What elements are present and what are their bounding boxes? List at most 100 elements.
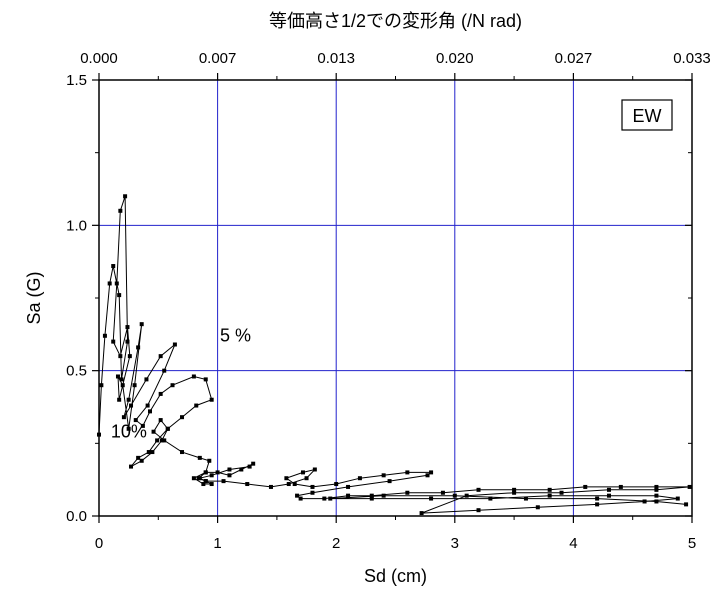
data-point xyxy=(126,426,131,431)
data-point xyxy=(464,493,469,498)
data-point xyxy=(102,333,107,338)
data-point xyxy=(675,496,680,501)
data-point xyxy=(215,470,220,475)
series-line xyxy=(98,196,690,514)
grid-lines xyxy=(99,80,692,516)
x2-tick-label: 0.033 xyxy=(673,50,711,67)
data-point xyxy=(197,476,202,481)
data-point xyxy=(618,484,623,489)
x-tick-label: 4 xyxy=(569,535,577,552)
data-point xyxy=(429,470,434,475)
data-point xyxy=(136,345,141,350)
data-point xyxy=(119,377,124,382)
data-point xyxy=(126,397,131,402)
data-point xyxy=(158,391,163,396)
data-point xyxy=(114,281,119,286)
x-tick-label: 0 xyxy=(95,535,103,552)
data-point xyxy=(129,464,134,469)
data-point xyxy=(357,476,362,481)
data-point xyxy=(117,397,122,402)
data-point xyxy=(146,450,151,455)
data-point xyxy=(684,502,689,507)
data-point xyxy=(535,505,540,510)
data-point xyxy=(304,476,309,481)
data-point xyxy=(654,484,659,489)
data-point xyxy=(346,484,351,489)
data-point xyxy=(125,325,130,330)
data-point xyxy=(286,482,291,487)
x-tick-label: 5 xyxy=(688,535,696,552)
data-point xyxy=(99,383,104,388)
data-point xyxy=(523,496,528,501)
y-tick-label: 0.5 xyxy=(66,363,87,380)
data-point xyxy=(120,383,125,388)
data-point xyxy=(310,490,315,495)
data-point xyxy=(452,493,457,498)
data-point xyxy=(115,374,120,379)
data-point xyxy=(547,493,552,498)
data-point xyxy=(155,438,160,443)
data-point xyxy=(583,484,588,489)
data-point xyxy=(194,403,199,408)
data-point xyxy=(118,354,123,359)
data-point xyxy=(419,511,424,516)
data-point xyxy=(595,496,600,501)
data-point xyxy=(381,493,386,498)
data-point xyxy=(162,438,167,443)
data-point xyxy=(209,397,214,402)
data-point xyxy=(298,496,303,501)
data-point xyxy=(162,368,167,373)
data-point xyxy=(150,450,155,455)
data-point xyxy=(203,377,208,382)
data-point xyxy=(369,493,374,498)
data-point xyxy=(121,415,126,420)
x2-tick-label: 0.020 xyxy=(436,50,474,67)
data-point xyxy=(405,490,410,495)
data-point xyxy=(158,418,163,423)
data-point xyxy=(227,473,232,478)
data-point xyxy=(147,409,152,414)
data-point xyxy=(139,322,144,327)
data-point xyxy=(687,484,692,489)
data-point xyxy=(118,208,123,213)
data-point xyxy=(405,470,410,475)
data-point xyxy=(144,377,149,382)
data-point xyxy=(547,487,552,492)
data-point xyxy=(125,339,130,344)
data-point xyxy=(151,429,156,434)
data-point xyxy=(201,482,206,487)
x-axis-title: Sd (cm) xyxy=(364,566,427,586)
data-point xyxy=(654,499,659,504)
data-point xyxy=(654,493,659,498)
data-point xyxy=(606,493,611,498)
data-point xyxy=(300,470,305,475)
data-point xyxy=(381,473,386,478)
data-point xyxy=(123,194,128,199)
data-point xyxy=(136,455,141,460)
data-point xyxy=(170,383,175,388)
y-tick-label: 0.0 xyxy=(66,508,87,525)
data-point xyxy=(295,493,300,498)
data-point xyxy=(429,496,434,501)
data-point xyxy=(251,461,256,466)
axis-ticks: 0 0.000 1 0.007 2 0.013 3 0.020 4 0.027 5 0.033 0.0 0… xyxy=(66,50,711,552)
data-point xyxy=(239,467,244,472)
data-point xyxy=(476,508,481,513)
legend-label: EW xyxy=(633,106,662,126)
data-point xyxy=(221,479,226,484)
data-point xyxy=(191,476,196,481)
plot-frame xyxy=(98,79,693,517)
data-point xyxy=(207,458,212,463)
x2-tick-label: 0.007 xyxy=(199,50,237,67)
data-point xyxy=(654,487,659,492)
data-point xyxy=(158,354,163,359)
data-point xyxy=(227,467,232,472)
data-point xyxy=(328,496,333,501)
annotation-label: 5 % xyxy=(220,326,251,346)
data-point xyxy=(606,487,611,492)
data-point xyxy=(310,484,315,489)
x2-tick-label: 0.013 xyxy=(317,50,355,67)
y-axis-title: Sa (G) xyxy=(24,271,44,324)
legend-box: EW xyxy=(621,99,673,131)
